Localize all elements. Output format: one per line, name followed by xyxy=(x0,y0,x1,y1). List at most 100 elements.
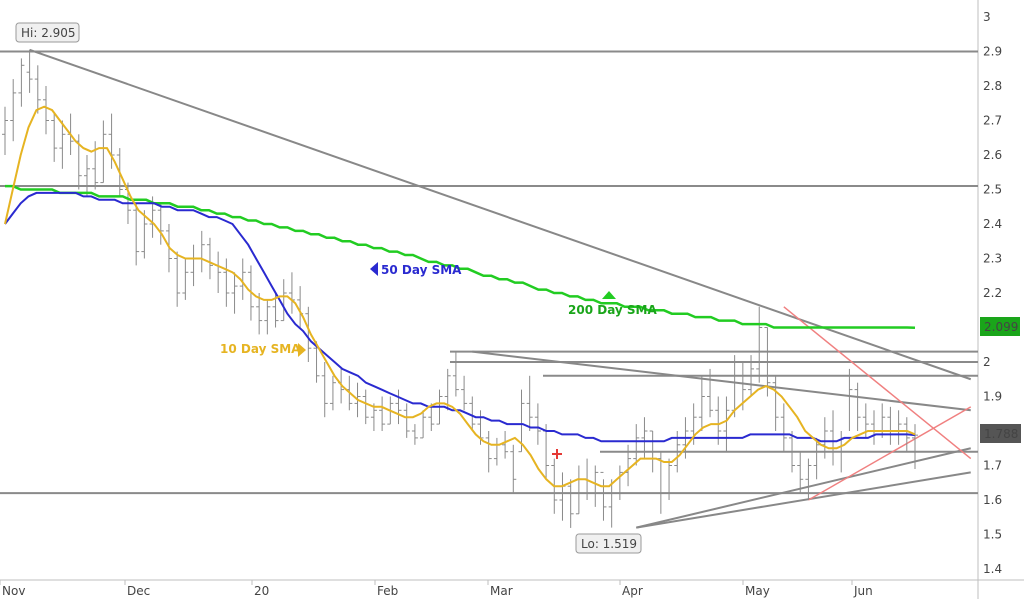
sma10-line xyxy=(4,105,916,488)
price-bar xyxy=(797,451,804,494)
price-bar xyxy=(633,424,640,466)
x-tick-label: Dec xyxy=(127,584,150,598)
price-bar xyxy=(756,306,763,383)
y-tick-label: 3 xyxy=(983,10,991,24)
price-bar xyxy=(723,396,730,452)
high-label: Hi: 2.905 xyxy=(21,26,76,40)
price-tag-text: 1.788 xyxy=(984,427,1018,441)
price-bar xyxy=(157,203,164,245)
y-tick-label: 2.7 xyxy=(983,114,1002,128)
price-bar xyxy=(264,299,271,335)
y-tick-label: 2.3 xyxy=(983,252,1002,266)
sma200-line xyxy=(5,184,916,330)
red-channel-lines xyxy=(783,306,972,501)
price-bar xyxy=(51,113,58,162)
price-bar xyxy=(526,375,533,431)
price-bar xyxy=(379,396,386,431)
red-channel-line xyxy=(808,406,972,501)
price-bar xyxy=(411,424,418,445)
price-bar xyxy=(789,431,796,473)
price-bar xyxy=(461,375,468,411)
price-bar xyxy=(133,203,140,266)
price-bar xyxy=(666,458,673,500)
price-bar xyxy=(805,458,812,500)
price-bar xyxy=(108,113,115,169)
price-bar xyxy=(608,479,615,528)
price-bar xyxy=(100,120,107,184)
price-bar xyxy=(616,465,623,500)
sma200-tag-text: 2.099 xyxy=(984,320,1018,334)
y-tick-label: 2 xyxy=(983,355,991,369)
price-bar xyxy=(510,444,517,494)
y-tick-label: 2.6 xyxy=(983,148,1002,162)
price-bar xyxy=(518,389,525,453)
price-bar xyxy=(854,382,861,431)
high-label-box xyxy=(15,22,80,43)
price-bar xyxy=(223,258,230,307)
price-bar xyxy=(485,431,492,473)
x-tick-label: May xyxy=(745,584,770,598)
price-bar xyxy=(592,465,599,507)
y-tick-label: 1.4 xyxy=(983,562,1002,576)
x-tick-label: 20 xyxy=(254,584,269,598)
price-bar xyxy=(329,375,336,411)
x-tick-label: Mar xyxy=(490,584,513,598)
price-bar xyxy=(698,375,705,431)
sma200-label: 200 Day SMA xyxy=(568,303,658,317)
price-bar xyxy=(18,58,25,107)
entry-marker-icon xyxy=(552,449,562,459)
trend-line xyxy=(29,48,972,381)
annotations: 10 Day SMA 50 Day SMA 200 Day SMA Hi: 2.… xyxy=(15,22,1021,554)
red-channel-line xyxy=(783,306,972,460)
price-bar xyxy=(239,258,246,300)
price-bar xyxy=(182,258,189,300)
y-tick-label: 2.2 xyxy=(983,286,1002,300)
y-tick-label: 1.6 xyxy=(983,493,1002,507)
x-tick-label: Feb xyxy=(377,584,398,598)
price-bar xyxy=(420,410,427,439)
price-bar xyxy=(764,327,771,397)
sma200-arrow-icon xyxy=(602,291,616,299)
low-label-box xyxy=(575,533,642,554)
trend-line xyxy=(472,350,971,412)
price-bar xyxy=(362,389,369,425)
price-bar xyxy=(313,341,320,383)
price-bar xyxy=(567,479,574,528)
price-bar xyxy=(428,403,435,431)
price-bar xyxy=(748,355,755,397)
y-tick-label: 2.4 xyxy=(983,217,1002,231)
price-bar xyxy=(174,251,181,307)
y-tick-label: 1.9 xyxy=(983,390,1002,404)
price-bar xyxy=(813,437,820,480)
x-axis-ticks: Nov Dec 20 Feb Mar Apr May Jun xyxy=(0,580,873,598)
price-bar xyxy=(42,86,49,135)
price-bar xyxy=(26,49,33,93)
price-bar xyxy=(534,403,541,445)
y-tick-label: 2.5 xyxy=(983,183,1002,197)
sma50-label: 50 Day SMA xyxy=(381,263,462,277)
price-bar xyxy=(715,396,722,445)
price-bar xyxy=(34,65,41,114)
price-tag xyxy=(980,424,1021,443)
price-bar xyxy=(641,417,648,459)
price-bar xyxy=(305,306,312,362)
price-bar xyxy=(231,272,238,314)
price-bar xyxy=(403,403,410,438)
price-bar xyxy=(395,389,402,425)
y-tick-label: 1.7 xyxy=(983,459,1002,473)
price-bar xyxy=(321,362,328,418)
price-bar xyxy=(141,210,148,259)
price-bar xyxy=(912,424,918,469)
sma50-line xyxy=(4,191,916,443)
price-bar xyxy=(780,403,787,452)
moving-averages xyxy=(4,105,916,488)
price-bar xyxy=(444,368,451,411)
price-bar xyxy=(83,155,90,197)
price-bar xyxy=(2,106,8,155)
x-tick-label: Nov xyxy=(2,584,25,598)
price-bar xyxy=(256,293,263,335)
sma50-arrow-icon xyxy=(370,262,378,276)
price-bar xyxy=(280,279,287,322)
